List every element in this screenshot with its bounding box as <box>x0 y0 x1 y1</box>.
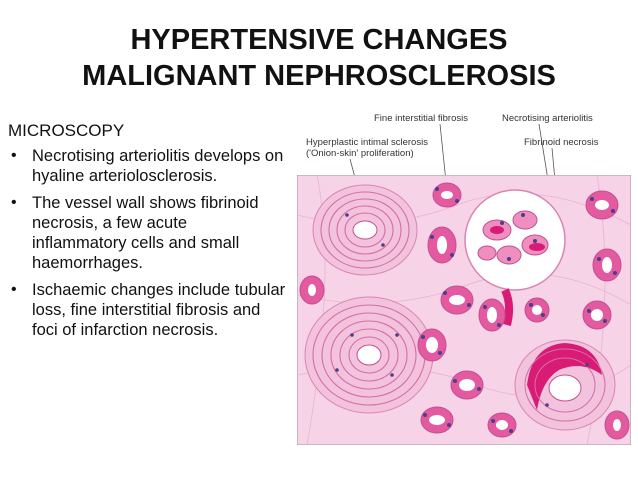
histology-image <box>297 175 631 445</box>
slide-title-line-1: HYPERTENSIVE CHANGES <box>130 24 508 56</box>
bullet-text: The vessel wall shows fibrinoid necrosis… <box>32 194 259 272</box>
bullet-text: Necrotising arteriolitis develops on hya… <box>32 147 284 185</box>
fibrinoid-arteriole <box>501 288 616 431</box>
histology-figure: Fine interstitial fibrosis Necrotising a… <box>290 110 638 450</box>
bullet-dot-icon: • <box>11 147 17 164</box>
label-fine-interstitial-fibrosis: Fine interstitial fibrosis <box>374 113 468 124</box>
onion-skin-arteriole-bottom <box>304 296 434 414</box>
onion-skin-arteriole-top <box>312 184 418 276</box>
section-heading: MICROSCOPY <box>8 121 125 140</box>
bullet-text: Ischaemic changes include tubular loss, … <box>32 281 286 339</box>
nuclei <box>335 187 617 433</box>
label-necrotising-arteriolitis: Necrotising arteriolitis <box>502 113 593 124</box>
label-fibrinoid-necrosis: Fibrinoid necrosis <box>524 137 599 148</box>
glomerulus <box>464 189 566 291</box>
label-hyperplastic-intimal-sclerosis: Hyperplastic intimal sclerosis <box>306 137 428 148</box>
label-onion-skin-proliferation: ('Onion-skin' proliferation) <box>306 148 414 159</box>
bullet-dot-icon: • <box>11 281 17 298</box>
bullet-item: • The vessel wall shows fibrinoid necrosi… <box>8 193 286 273</box>
bullet-dot-icon: • <box>11 194 17 211</box>
bullet-item: • Ischaemic changes include tubular loss,… <box>8 280 286 340</box>
bullet-list: • Necrotising arteriolitis develops on hy… <box>8 146 286 347</box>
slide-title-line-2: MALIGNANT NEPHROSCLEROSIS <box>82 60 556 92</box>
tubule-lumens <box>308 191 621 431</box>
bullet-item: • Necrotising arteriolitis develops on hy… <box>8 146 286 186</box>
